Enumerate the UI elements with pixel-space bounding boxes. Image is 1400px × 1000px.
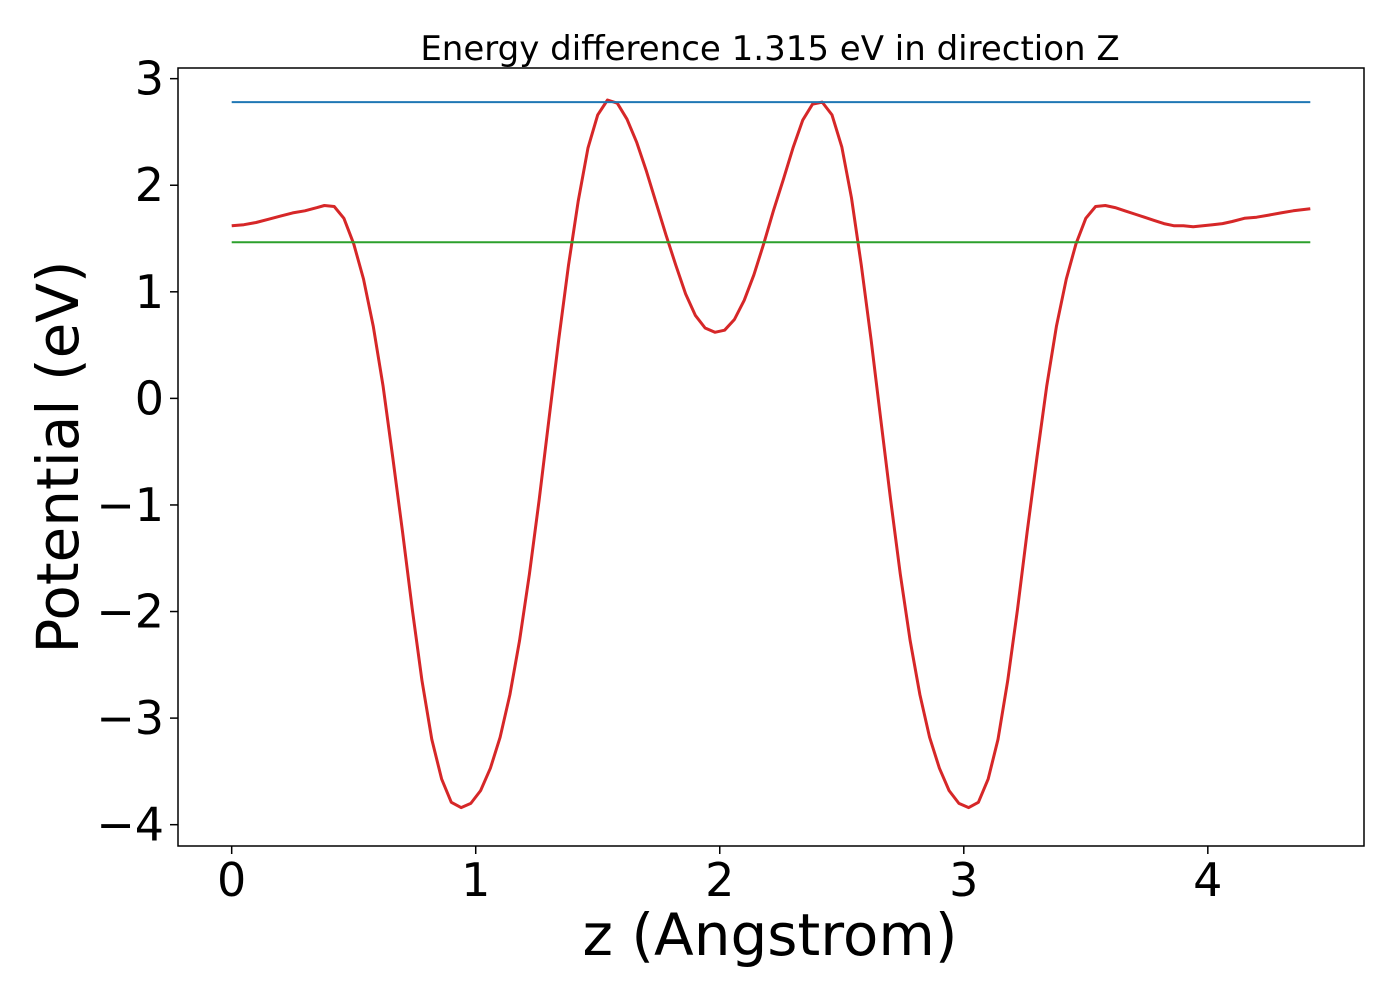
x-tick-label: 2 <box>705 853 734 907</box>
y-tick-label: 0 <box>135 371 164 425</box>
x-axis: 0 1 2 3 4 <box>217 846 1222 907</box>
x-tick-label: 1 <box>461 853 490 907</box>
x-tick-label: 3 <box>949 853 978 907</box>
y-tick-label: 2 <box>135 158 164 212</box>
y-axis-label: Potential (eV) <box>24 260 92 653</box>
y-tick-label: 1 <box>135 265 164 319</box>
y-axis: −4 −3 −2 −1 0 1 2 3 <box>96 52 178 852</box>
y-tick-label: −1 <box>96 478 164 532</box>
plot-frame <box>177 67 1365 847</box>
y-tick-label: −3 <box>96 691 164 745</box>
y-tick-label: 3 <box>135 52 164 106</box>
x-tick-label: 4 <box>1193 853 1222 907</box>
y-tick-label: −4 <box>96 798 164 852</box>
x-axis-label: z (Angstrom) <box>583 901 958 969</box>
x-tick-label: 0 <box>217 853 246 907</box>
chart-title: Energy difference 1.315 eV in direction … <box>420 29 1119 69</box>
potential-curve <box>231 98 1311 810</box>
plot-series <box>231 98 1311 810</box>
y-tick-label: −2 <box>96 585 164 639</box>
